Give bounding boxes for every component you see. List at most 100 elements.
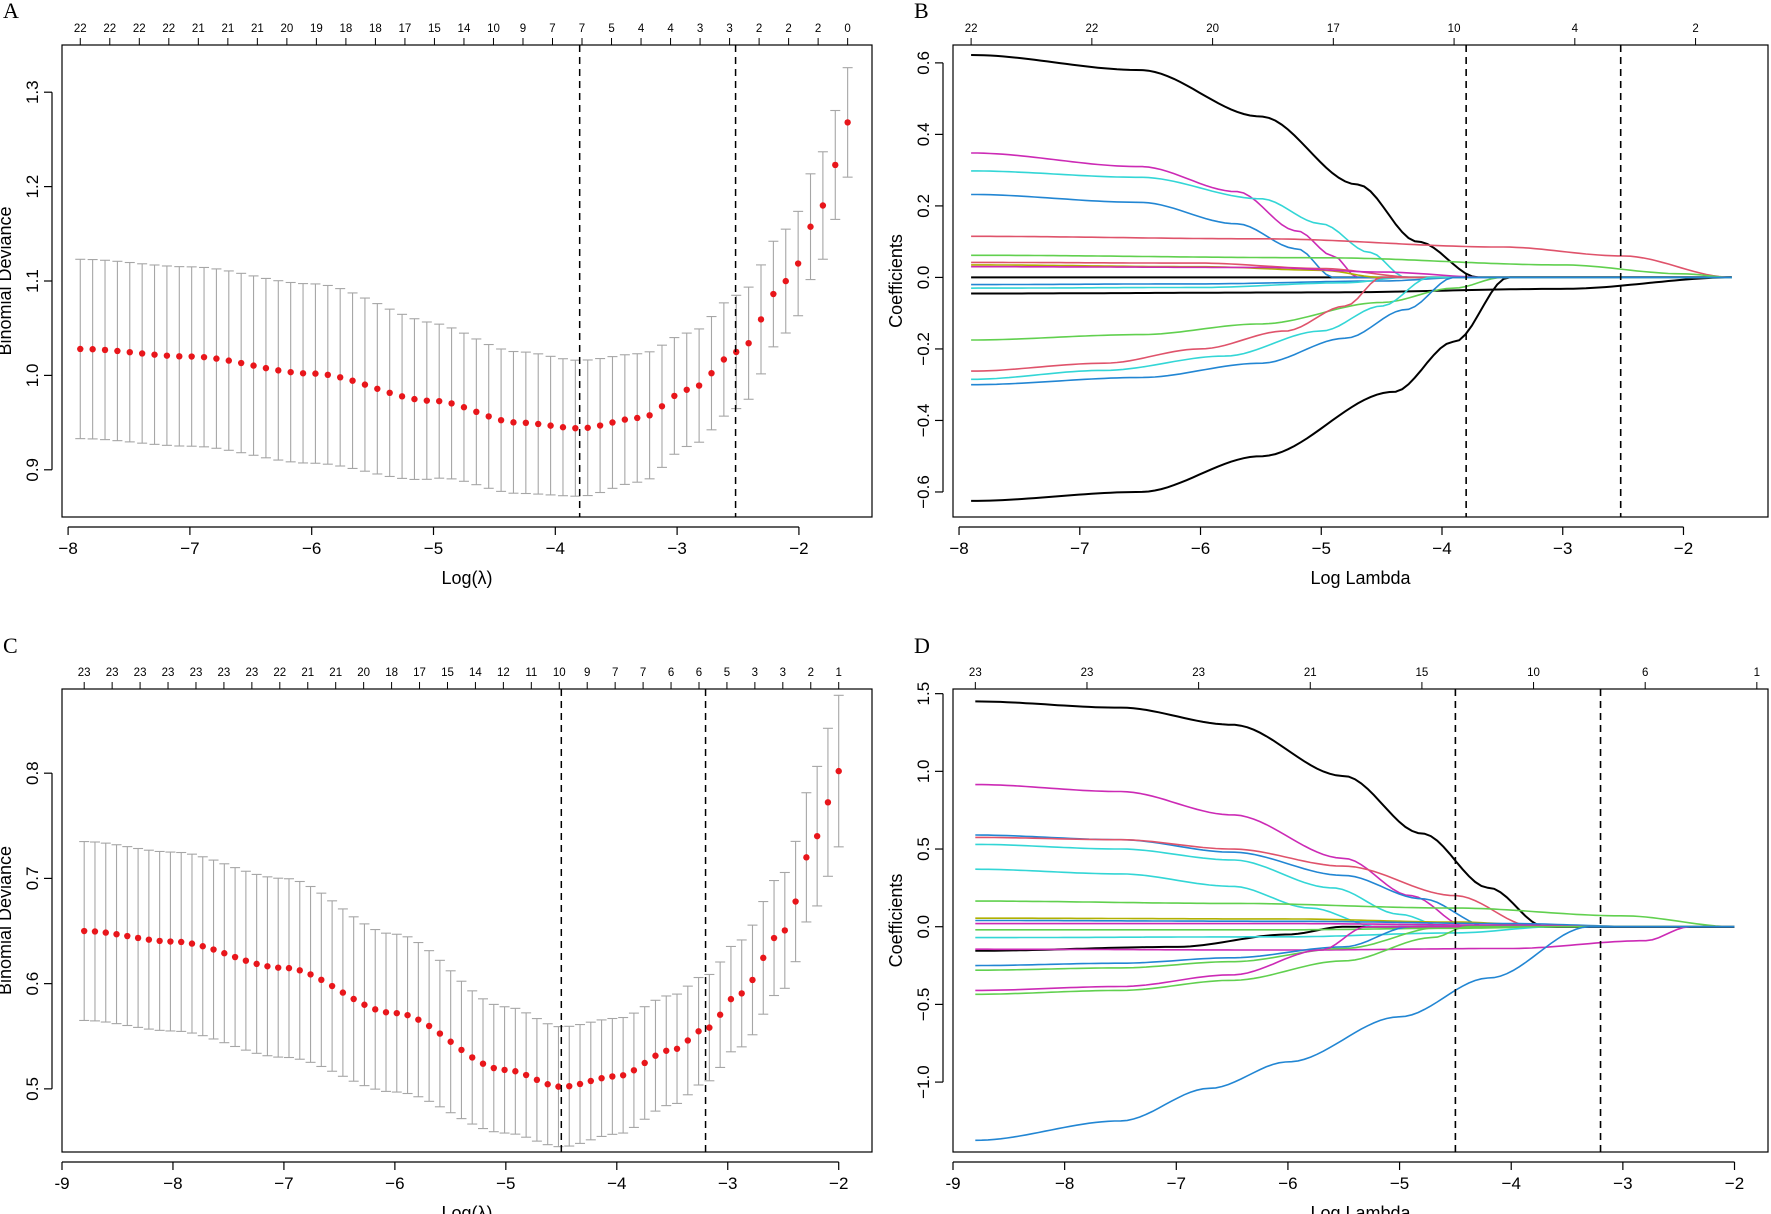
deviance-point <box>544 1081 551 1088</box>
panel-letter-c: C <box>3 633 18 658</box>
y-tick-label: −1.0 <box>914 1065 933 1099</box>
deviance-point <box>221 950 228 957</box>
deviance-point <box>547 422 554 429</box>
y-tick-label: 1.2 <box>23 175 42 199</box>
deviance-point <box>124 932 131 940</box>
deviance-point <box>361 381 369 388</box>
deviance-point <box>630 1067 638 1074</box>
deviance-point <box>695 382 703 389</box>
y-tick-label: 0.5 <box>914 837 933 861</box>
coefficient-path-line <box>971 276 1732 386</box>
deviance-point <box>386 389 393 397</box>
deviance-point <box>253 960 260 968</box>
top-count-label: 4 <box>638 23 645 35</box>
x-axis-title: Log(λ) <box>441 568 492 588</box>
top-count-label: 23 <box>78 667 91 679</box>
deviance-point <box>646 412 653 419</box>
deviance-point <box>749 976 756 984</box>
deviance-point <box>425 1022 433 1030</box>
deviance-point <box>684 1037 692 1044</box>
deviance-point <box>436 397 443 405</box>
x-tick-label: −3 <box>1553 539 1572 558</box>
deviance-point <box>210 946 217 953</box>
x-tick-label: −5 <box>496 1174 515 1193</box>
deviance-point <box>490 1064 497 1072</box>
deviance-point <box>770 290 777 298</box>
top-count-label: 23 <box>1192 667 1205 679</box>
deviance-point <box>318 976 325 984</box>
top-count-label: 22 <box>965 23 978 35</box>
deviance-point <box>113 930 120 938</box>
top-count-label: 18 <box>385 667 398 679</box>
top-count-label: 2 <box>1692 23 1698 35</box>
deviance-point <box>447 1038 454 1045</box>
x-tick-label: -9 <box>54 1174 69 1193</box>
deviance-point <box>393 1009 400 1017</box>
x-axis-title: Log Lambda <box>1310 568 1411 588</box>
deviance-point <box>566 1082 573 1090</box>
deviance-point <box>138 350 146 357</box>
deviance-point <box>350 995 357 1003</box>
top-count-label: 10 <box>1448 23 1461 35</box>
deviance-point <box>188 353 195 360</box>
deviance-point <box>584 424 591 431</box>
plot-frame <box>61 688 873 1153</box>
y-tick-label: 0.8 <box>23 761 42 785</box>
y-tick-label: −0.6 <box>914 475 933 509</box>
y-axis-title: Binomial Deviance <box>0 846 15 995</box>
top-count-label: 23 <box>218 667 231 679</box>
top-count-label: 1 <box>1754 667 1760 679</box>
top-count-label: 22 <box>133 23 146 35</box>
deviance-point <box>587 1077 594 1085</box>
deviance-point <box>398 393 406 400</box>
x-tick-label: −7 <box>180 539 199 558</box>
plot-frame <box>61 44 873 518</box>
top-count-label: 23 <box>190 667 203 679</box>
x-tick-label: −6 <box>1191 539 1210 558</box>
deviance-point <box>510 419 517 426</box>
deviance-point <box>102 929 109 936</box>
top-count-label: 12 <box>497 667 510 679</box>
deviance-point <box>264 963 271 970</box>
deviance-point <box>324 371 332 379</box>
deviance-point <box>832 161 839 169</box>
x-tick-label: −2 <box>829 1174 848 1193</box>
deviance-point <box>621 416 629 423</box>
deviance-point <box>262 364 270 372</box>
deviance-point <box>473 408 480 416</box>
top-count-label: 18 <box>369 23 382 35</box>
coefficient-path-line <box>975 925 1735 939</box>
x-tick-label: −2 <box>1674 539 1693 558</box>
deviance-point <box>299 370 307 377</box>
top-count-label: 15 <box>441 667 454 679</box>
y-tick-label: 1.1 <box>23 269 42 293</box>
coefficient-path-line <box>971 276 1732 502</box>
deviance-point <box>374 385 381 392</box>
deviance-point <box>522 1071 530 1079</box>
coefficient-path-line <box>975 900 1735 928</box>
deviance-point <box>782 277 789 285</box>
deviance-point <box>794 260 802 267</box>
plot-frame <box>952 44 1769 518</box>
deviance-point <box>200 353 208 361</box>
deviance-point <box>596 422 604 429</box>
top-count-label: 21 <box>192 23 205 35</box>
coefficient-path-line <box>971 276 1732 286</box>
top-count-label: 5 <box>724 667 730 679</box>
deviance-point <box>807 223 814 230</box>
deviance-point <box>792 898 799 905</box>
y-axis-title: Coefficients <box>886 234 906 328</box>
coefficient-path-line <box>975 700 1735 928</box>
x-tick-label: −2 <box>789 539 808 558</box>
top-count-label: 9 <box>520 23 526 35</box>
coefficient-path-line <box>975 925 1735 1142</box>
top-count-label: 23 <box>969 667 982 679</box>
top-count-label: 10 <box>553 667 566 679</box>
y-tick-label: 0.0 <box>914 266 933 290</box>
top-count-label: 18 <box>339 23 352 35</box>
coefficient-path-line <box>975 836 1735 928</box>
panel-b-coefficient-path-plot: −8 −7 −6 −5 −4 −3 −2 −0.6 −0.4 −0.2 0.0 0.2 0.4 0.6 Lo… <box>886 23 1769 588</box>
x-tick-label: −8 <box>1055 1174 1074 1193</box>
deviance-point <box>522 419 530 427</box>
top-count-label: 23 <box>106 667 119 679</box>
